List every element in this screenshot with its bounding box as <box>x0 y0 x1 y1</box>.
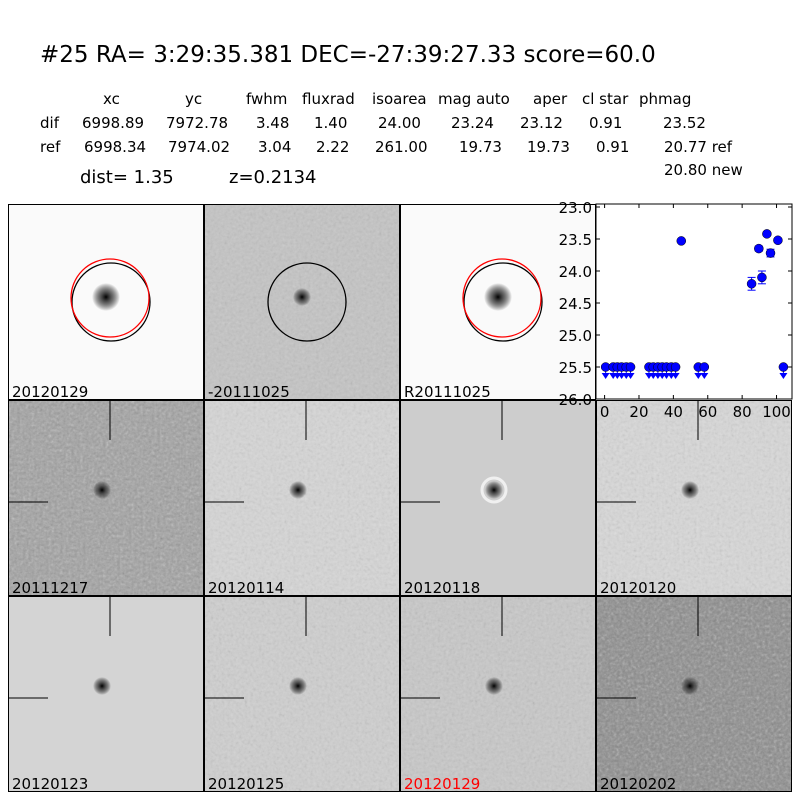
stamp-date-label: -20111025 <box>208 383 290 400</box>
stamp-date-label: 20120120 <box>600 579 677 596</box>
table-cell: 2.22 <box>316 138 350 156</box>
reference-circle <box>462 258 542 338</box>
y-tick-label: 25.5 <box>559 359 592 377</box>
reference-circle <box>70 258 150 338</box>
stamp-date-label: 20120114 <box>208 579 285 596</box>
image-stamp[interactable]: 20120125 <box>204 596 400 792</box>
image-stamp[interactable]: -20111025 <box>204 204 400 400</box>
image-stamp[interactable]: 20120120 <box>596 400 792 596</box>
row-label: ref <box>40 138 61 156</box>
table-cell: 6998.89 <box>82 114 145 132</box>
x-tick-label: 80 <box>733 403 752 421</box>
upper-limit-point <box>778 362 789 372</box>
upper-limit-point <box>625 362 636 372</box>
image-stamp[interactable]: 20120114 <box>204 400 400 596</box>
upper-limit-marker <box>694 373 703 379</box>
upper-limit-marker <box>671 373 680 379</box>
upper-limit-marker <box>601 373 610 379</box>
stamp-date-label: 20120118 <box>404 579 481 596</box>
column-header: aper <box>533 90 568 108</box>
table-cell: 19.73 <box>527 138 570 156</box>
detection-point <box>746 279 757 289</box>
redshift-value: z=0.2134 <box>229 167 317 188</box>
column-header: isoarea <box>372 90 427 108</box>
detection-point <box>676 236 687 246</box>
image-stamp[interactable]: 20120118 <box>400 400 596 596</box>
stamp-date-label: R20111025 <box>404 383 491 400</box>
x-tick-label: 0 <box>600 403 610 421</box>
column-header: yc <box>185 90 203 108</box>
y-tick-label: 26.0 <box>559 391 592 409</box>
light-curve-chart: 23.0 23.5 24.0 24.5 25.0 25.5 26.0 0 20 40 60 80 100 <box>559 199 793 421</box>
table-cell: 20.77 ref <box>664 138 733 156</box>
table-cell: 7972.78 <box>166 114 229 132</box>
column-header: xc <box>103 90 120 108</box>
image-stamp[interactable]: 20120129 <box>400 596 596 792</box>
upper-limit-point <box>699 362 710 372</box>
y-tick-label: 23.0 <box>559 199 592 217</box>
detection-point <box>762 229 772 239</box>
detection-point <box>765 248 776 258</box>
table-cell: 23.12 <box>520 114 563 132</box>
aperture-circle <box>267 262 347 342</box>
x-tick-label: 100 <box>762 403 791 421</box>
table-cell: 0.91 <box>589 114 623 132</box>
table-cell: 0.91 <box>596 138 630 156</box>
x-tick-label: 40 <box>664 403 683 421</box>
stamp-date-label: 20111217 <box>12 579 89 596</box>
aperture-circle <box>71 262 151 342</box>
x-tick-label: 20 <box>629 403 648 421</box>
upper-limit-marker <box>626 373 635 379</box>
image-stamp[interactable]: 20120123 <box>8 596 204 792</box>
aperture-circle <box>463 262 543 342</box>
y-tick-label: 24.0 <box>559 263 592 281</box>
row-label: dif <box>40 114 59 132</box>
detection-point <box>757 272 767 283</box>
upper-limit-marker <box>779 373 788 379</box>
table-cell: 6998.34 <box>84 138 147 156</box>
page-title: #25 RA= 3:29:35.381 DEC=-27:39:27.33 sco… <box>40 42 656 68</box>
upper-limit-point <box>670 362 681 372</box>
upper-limit-marker <box>700 373 709 379</box>
image-stamp[interactable]: 20111217 <box>8 400 204 596</box>
table-cell: 23.24 <box>451 114 494 132</box>
table-cell: 19.73 <box>459 138 502 156</box>
table-cell: 23.52 <box>663 114 706 132</box>
table-cell: 3.04 <box>258 138 292 156</box>
image-stamp[interactable]: 20120202 <box>596 596 792 792</box>
stamp-date-label: 20120129 <box>404 775 481 792</box>
column-header: fluxrad <box>302 90 355 108</box>
y-tick-label: 24.5 <box>559 295 592 313</box>
table-cell: 24.00 <box>378 114 421 132</box>
image-stamp[interactable]: R20111025 <box>400 204 596 400</box>
stamp-date-label: 20120129 <box>12 383 89 400</box>
stamp-date-label: 20120125 <box>208 775 285 792</box>
table-cell: 1.40 <box>314 114 348 132</box>
stamp-date-label: 20120202 <box>600 775 677 792</box>
column-header: cl star <box>582 90 629 108</box>
y-tick-label: 23.5 <box>559 231 592 249</box>
y-tick-label: 25.0 <box>559 327 592 345</box>
x-tick-label: 60 <box>698 403 717 421</box>
stamp-date-label: 20120123 <box>12 775 89 792</box>
new-mag: 20.80 new <box>664 161 743 179</box>
column-header: phmag <box>639 90 692 108</box>
table-cell: 7974.02 <box>168 138 231 156</box>
detection-point <box>754 243 764 254</box>
detection-point <box>773 235 783 246</box>
column-header: fwhm <box>246 90 288 108</box>
table-cell: 3.48 <box>256 114 290 132</box>
column-header: mag auto <box>438 90 510 108</box>
image-stamp[interactable]: 20120129 <box>8 204 204 400</box>
dist-value: dist= 1.35 <box>80 167 174 188</box>
table-cell: 261.00 <box>375 138 428 156</box>
